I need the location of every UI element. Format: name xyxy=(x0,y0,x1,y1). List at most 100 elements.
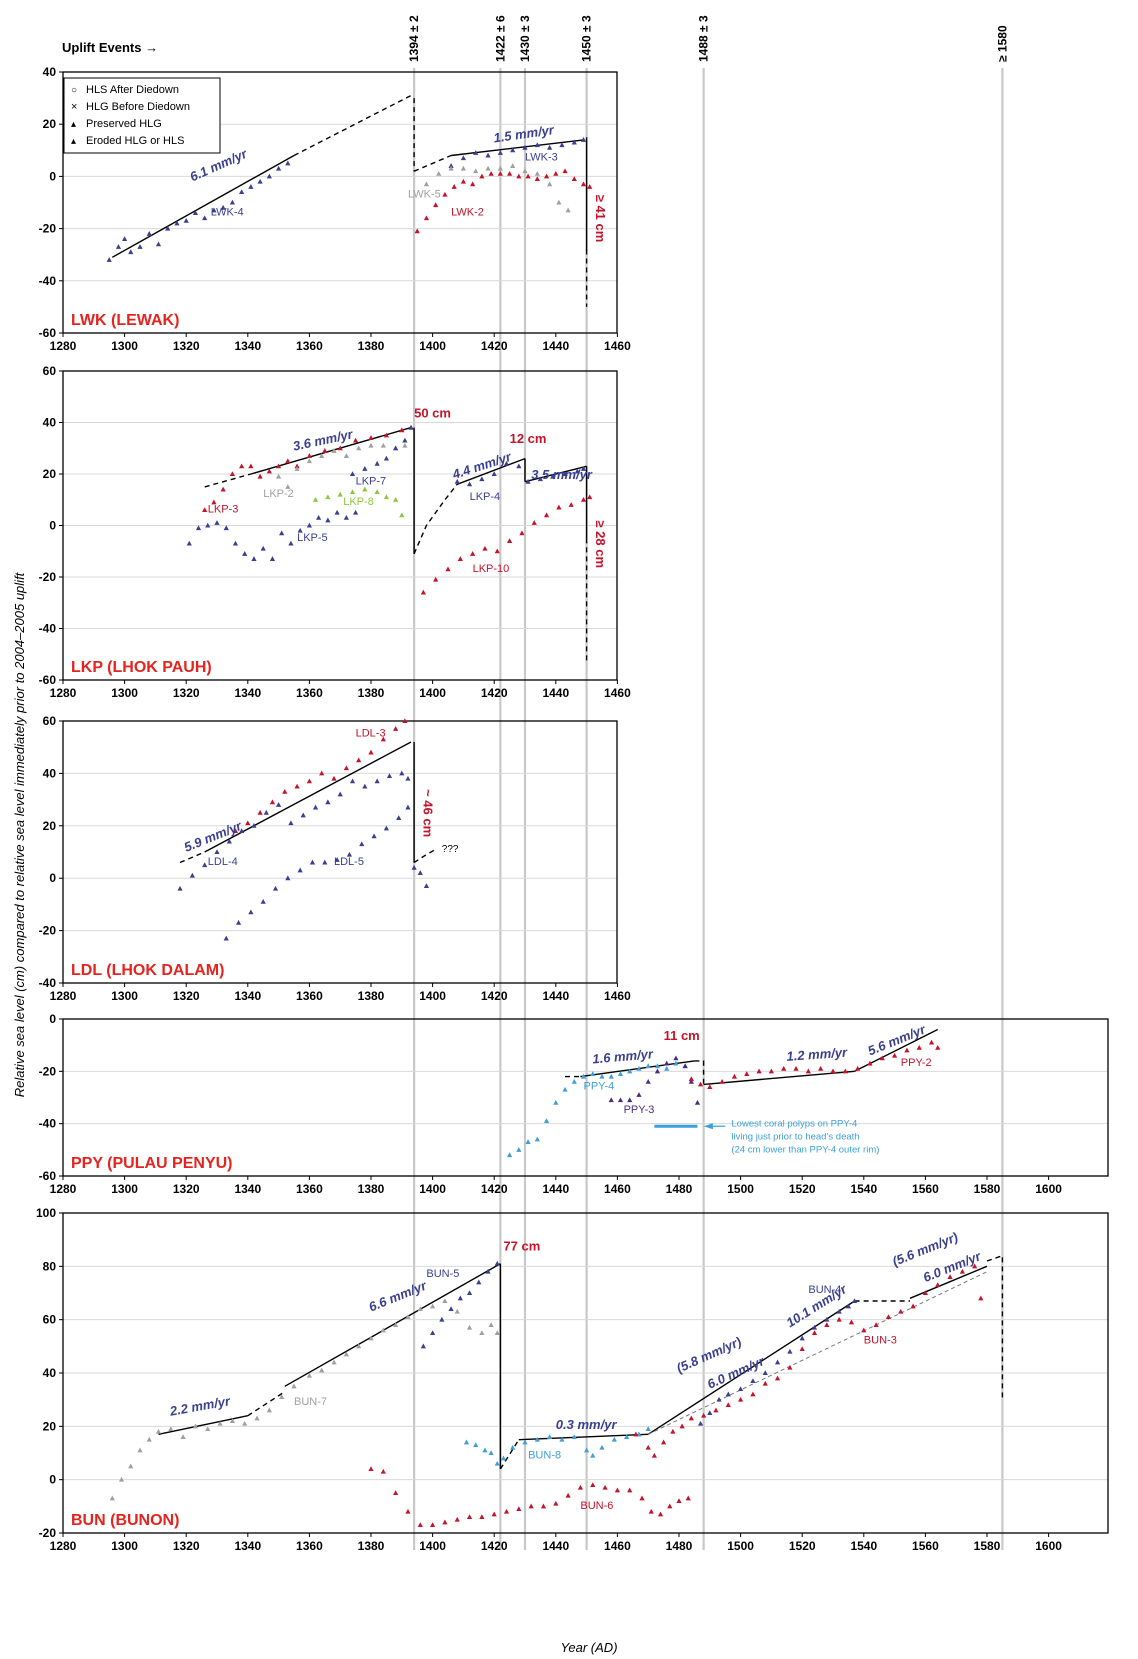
x-tick-label: 1280 xyxy=(50,1182,77,1196)
data-point xyxy=(824,1316,830,1322)
data-point xyxy=(260,545,266,551)
data-point xyxy=(587,494,593,500)
y-tick-label: -20 xyxy=(39,570,57,584)
data-point xyxy=(525,173,531,179)
data-point xyxy=(697,1081,704,1087)
y-tick-label: -60 xyxy=(39,326,57,340)
y-tick-label: 0 xyxy=(49,519,56,533)
data-point xyxy=(235,919,242,925)
data-point xyxy=(294,466,300,471)
x-tick-label: 1360 xyxy=(296,339,323,353)
data-point xyxy=(473,168,479,174)
label-lkp-7: LKP-7 xyxy=(356,475,387,487)
data-point xyxy=(744,1071,750,1076)
data-point xyxy=(534,142,540,148)
data-point xyxy=(411,864,417,870)
label-ppy-rate-b: 1.2 mm/yr xyxy=(786,1045,849,1064)
data-point xyxy=(405,1508,411,1514)
data-point xyxy=(488,1322,494,1327)
data-point xyxy=(211,499,217,505)
label-ppy-note-1: Lowest coral polyps on PPY-4 xyxy=(731,1118,857,1129)
site-title-lwk: LWK (LEWAK) xyxy=(71,312,179,329)
data-point xyxy=(571,139,577,145)
data-point xyxy=(356,757,362,763)
x-tick-label: 1380 xyxy=(358,989,385,1003)
data-point xyxy=(402,437,408,443)
data-point xyxy=(331,448,337,453)
uplift-event-label: 1450 ± 3 xyxy=(580,15,594,62)
data-point xyxy=(842,1068,848,1074)
series-lwk-4 xyxy=(106,160,291,262)
y-tick-label: 60 xyxy=(43,364,57,378)
data-point xyxy=(540,1503,547,1509)
series-lkp-4 xyxy=(454,460,587,487)
trend-line xyxy=(499,1439,520,1470)
data-point xyxy=(627,1487,633,1493)
legend-label-hlg: HLG Before Diedown xyxy=(86,101,190,113)
data-point xyxy=(343,453,349,458)
data-point xyxy=(667,1503,673,1509)
data-point xyxy=(750,1391,756,1397)
x-tick-label: 1480 xyxy=(666,1539,693,1553)
data-point xyxy=(294,783,300,789)
site-title-ppy: PPY (PULAU PENYU) xyxy=(71,1155,233,1172)
data-point xyxy=(226,838,232,844)
x-tick-label: 1520 xyxy=(789,1182,816,1196)
data-point xyxy=(645,1079,651,1084)
data-point xyxy=(811,1330,818,1335)
data-point xyxy=(547,1434,553,1439)
x-tick-label: 1320 xyxy=(173,686,200,700)
data-point xyxy=(448,163,454,168)
data-point xyxy=(211,207,217,213)
data-point xyxy=(673,1060,679,1066)
series-lkp-10 xyxy=(420,494,593,595)
data-point xyxy=(285,160,291,166)
trend-line xyxy=(247,1391,286,1417)
data-point xyxy=(322,448,328,453)
y-tick-label: 100 xyxy=(36,1206,56,1220)
data-point xyxy=(325,799,331,805)
x-tick-label: 1500 xyxy=(727,1182,754,1196)
x-tick-label: 1380 xyxy=(358,1539,385,1553)
data-point xyxy=(202,862,208,868)
data-point xyxy=(645,1063,651,1069)
trend-line xyxy=(694,1060,705,1085)
data-point xyxy=(818,1065,824,1071)
x-axis-label: Year (AD) xyxy=(560,1640,617,1655)
uplift-event-label: 1488 ± 3 xyxy=(697,15,711,62)
trend-line xyxy=(413,154,452,172)
data-point xyxy=(155,1428,162,1434)
data-point xyxy=(183,217,189,223)
x-tick-label: 1420 xyxy=(481,989,508,1003)
site-title-ldl: LDL (LHOK DALAM) xyxy=(71,962,224,979)
data-point xyxy=(824,1322,830,1327)
y-tick-label: -60 xyxy=(39,1169,57,1183)
legend-symbol-eroded: ▴ xyxy=(71,136,76,147)
data-point xyxy=(534,1136,540,1142)
legend-label-preserved: Preserved HLG xyxy=(86,118,162,130)
data-point xyxy=(522,144,528,150)
x-tick-label: 1400 xyxy=(419,686,446,700)
data-point xyxy=(547,144,553,150)
series-lwk-5 xyxy=(423,163,571,213)
data-point xyxy=(648,1508,654,1514)
label-bun-8: BUN-8 xyxy=(528,1449,561,1461)
x-tick-label: 1560 xyxy=(912,1182,939,1196)
data-point xyxy=(306,778,312,784)
data-point xyxy=(602,1484,608,1490)
data-point xyxy=(855,1065,861,1071)
data-point xyxy=(716,1396,722,1402)
x-tick-label: 1340 xyxy=(234,686,261,700)
data-point xyxy=(580,1073,587,1079)
data-point xyxy=(587,184,593,189)
y-tick-label: 0 xyxy=(49,1473,56,1487)
data-point xyxy=(525,1139,531,1144)
data-point xyxy=(885,1314,892,1319)
data-point xyxy=(319,1367,325,1373)
data-point xyxy=(285,875,291,881)
data-point xyxy=(519,530,525,536)
data-point xyxy=(251,823,257,828)
data-point xyxy=(405,1314,411,1319)
data-point xyxy=(534,1436,540,1442)
data-point xyxy=(356,1343,362,1349)
